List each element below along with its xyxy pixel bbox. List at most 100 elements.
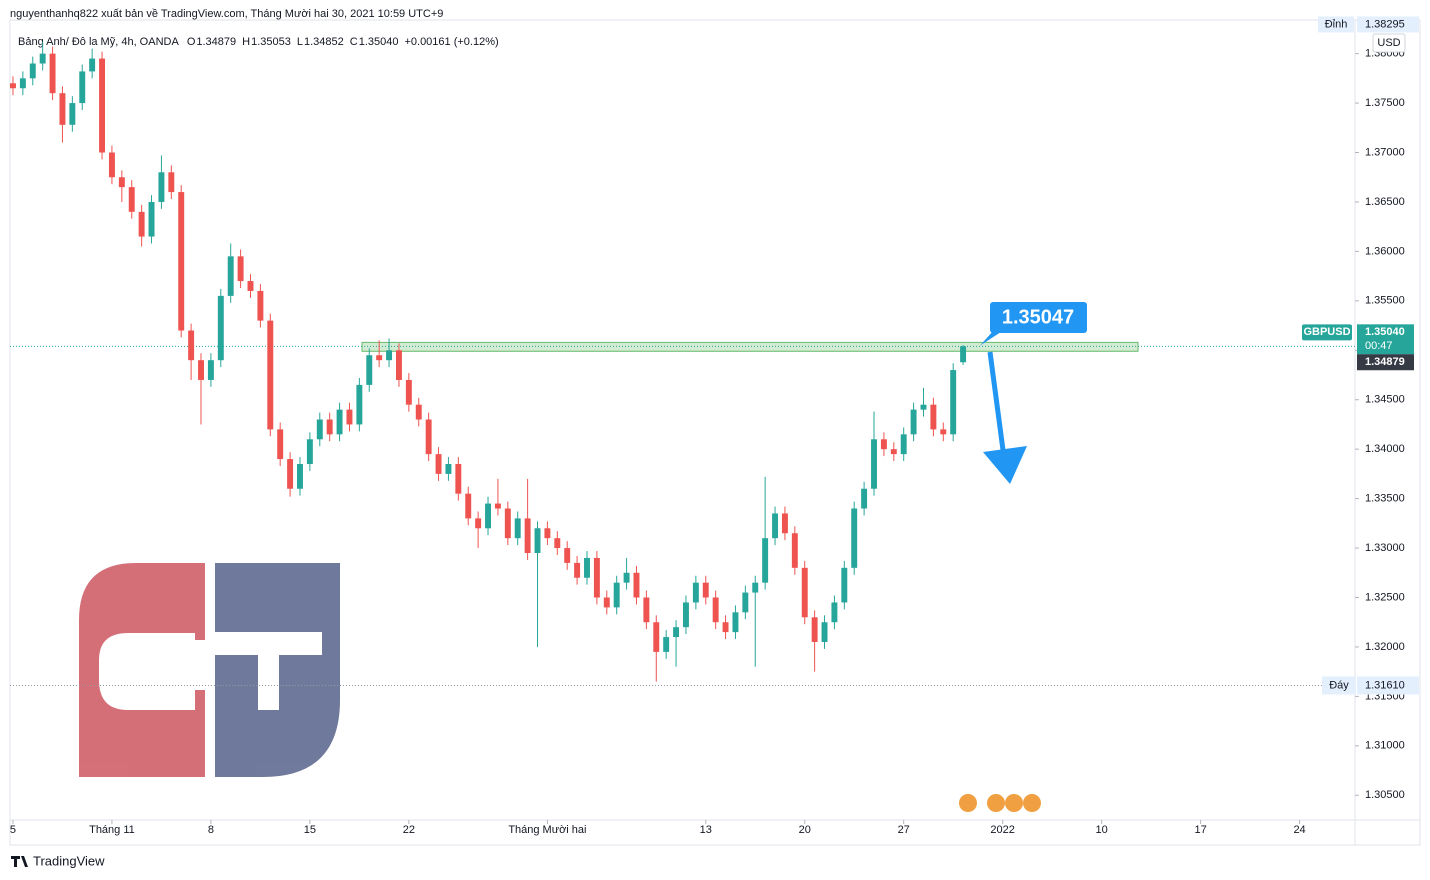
candle-body [514,518,521,539]
event-icon [1005,794,1023,812]
candle-body [287,459,294,489]
legend-value: 1.35040 [359,36,399,48]
legend-key: L [297,36,303,48]
candle-body [880,439,887,450]
legend-key: H [242,36,250,48]
legend-value: 1.35053 [251,36,291,48]
candle-body [663,637,670,652]
candle-body [752,582,759,593]
candle-body [603,597,610,608]
candle-body [841,567,848,603]
last-price: 1.35040 [1365,326,1405,338]
candle-body [702,582,709,598]
brand: TradingView [33,853,105,868]
candle-body [10,83,16,89]
candle-body [128,187,135,212]
y-tick-label: 1.36000 [1365,245,1405,257]
x-tick-label: 10 [1096,824,1108,836]
brand-icon [11,856,28,867]
event-icon [959,794,977,812]
x-tick-label: 22 [403,824,415,836]
currency-box [1372,33,1406,53]
candle-body [297,464,303,489]
y-tick-label: 1.36500 [1365,196,1405,208]
high-marker-price: 1.38295 [1365,18,1405,30]
candle-body [158,172,165,202]
logo-t-inner [215,632,322,710]
candle-body [742,592,749,613]
y-tick-label: 1.35500 [1365,295,1405,307]
candle-body [415,404,422,420]
y-tick-label: 1.34500 [1365,394,1405,406]
candle-body [485,503,491,529]
candle-body [871,439,877,489]
low-marker-name: Đáy [1329,679,1349,691]
candle-body [257,290,264,321]
y-tick-label: 1.32500 [1365,591,1405,603]
x-tick-label: Tháng 11 [89,824,135,836]
candle-body [623,572,630,583]
candle-body [851,508,858,568]
candle-body [99,58,106,153]
candle-body [811,617,818,643]
candle-body [346,409,353,425]
legend-key: O [187,36,196,48]
candle-body [960,346,967,363]
last-price-box [1357,324,1414,355]
candle-body [118,177,125,188]
candle-body [138,211,145,237]
legend-key: C [350,36,358,48]
candle-body [198,360,204,380]
x-tick-label: 17 [1194,824,1206,836]
low-marker-price-box [1357,676,1419,695]
candle-body [89,58,96,72]
high-marker-name: Đỉnh [1325,18,1348,30]
candle-body [712,597,719,623]
candle-body [920,404,927,410]
candle-body [405,379,412,405]
candle-body [692,582,699,603]
event-icon [987,794,1005,812]
ticker-box [1302,324,1352,341]
candle-body [316,419,323,440]
candle-body [207,360,214,380]
open-price: 1.34879 [1365,356,1405,368]
candle-body [227,256,234,296]
candle-body [722,622,729,633]
arrow-shaft [987,351,1006,451]
symbol: Bảng Anh/ Đô la Mỹ, 4h, OANDA [18,36,179,48]
candle-body [673,627,680,638]
y-tick-label: 1.32000 [1365,641,1405,653]
candle-body [593,557,600,598]
candle-body [148,201,155,237]
high-marker-price-box [1357,16,1419,33]
candle-body [356,384,363,425]
arrow-head [983,446,1027,484]
candle-body [395,350,402,380]
candle-body [900,434,907,455]
candle-body [386,350,393,361]
candle-body [336,409,343,435]
candle-body [762,538,769,583]
x-tick-label: 13 [700,824,712,836]
candle-body [791,533,798,568]
x-tick-label: 2022 [990,824,1014,836]
candle-body [821,622,828,643]
legend-value: 1.34879 [196,36,236,48]
candle-body [425,419,432,455]
y-tick-label: 1.33500 [1365,493,1405,505]
candle-body [504,508,511,539]
candle-body [534,528,541,554]
candle-body [59,93,66,125]
candle-body [69,103,76,125]
candle-body [554,538,561,549]
candle-body [544,528,551,539]
y-tick-label: 1.31000 [1365,740,1405,752]
x-tick-label: 8 [208,824,214,836]
candle-body [19,78,26,89]
open-price-box [1357,354,1414,371]
candle-body [643,597,650,623]
x-tick-label: 20 [799,824,811,836]
y-tick-label: 1.33000 [1365,542,1405,554]
